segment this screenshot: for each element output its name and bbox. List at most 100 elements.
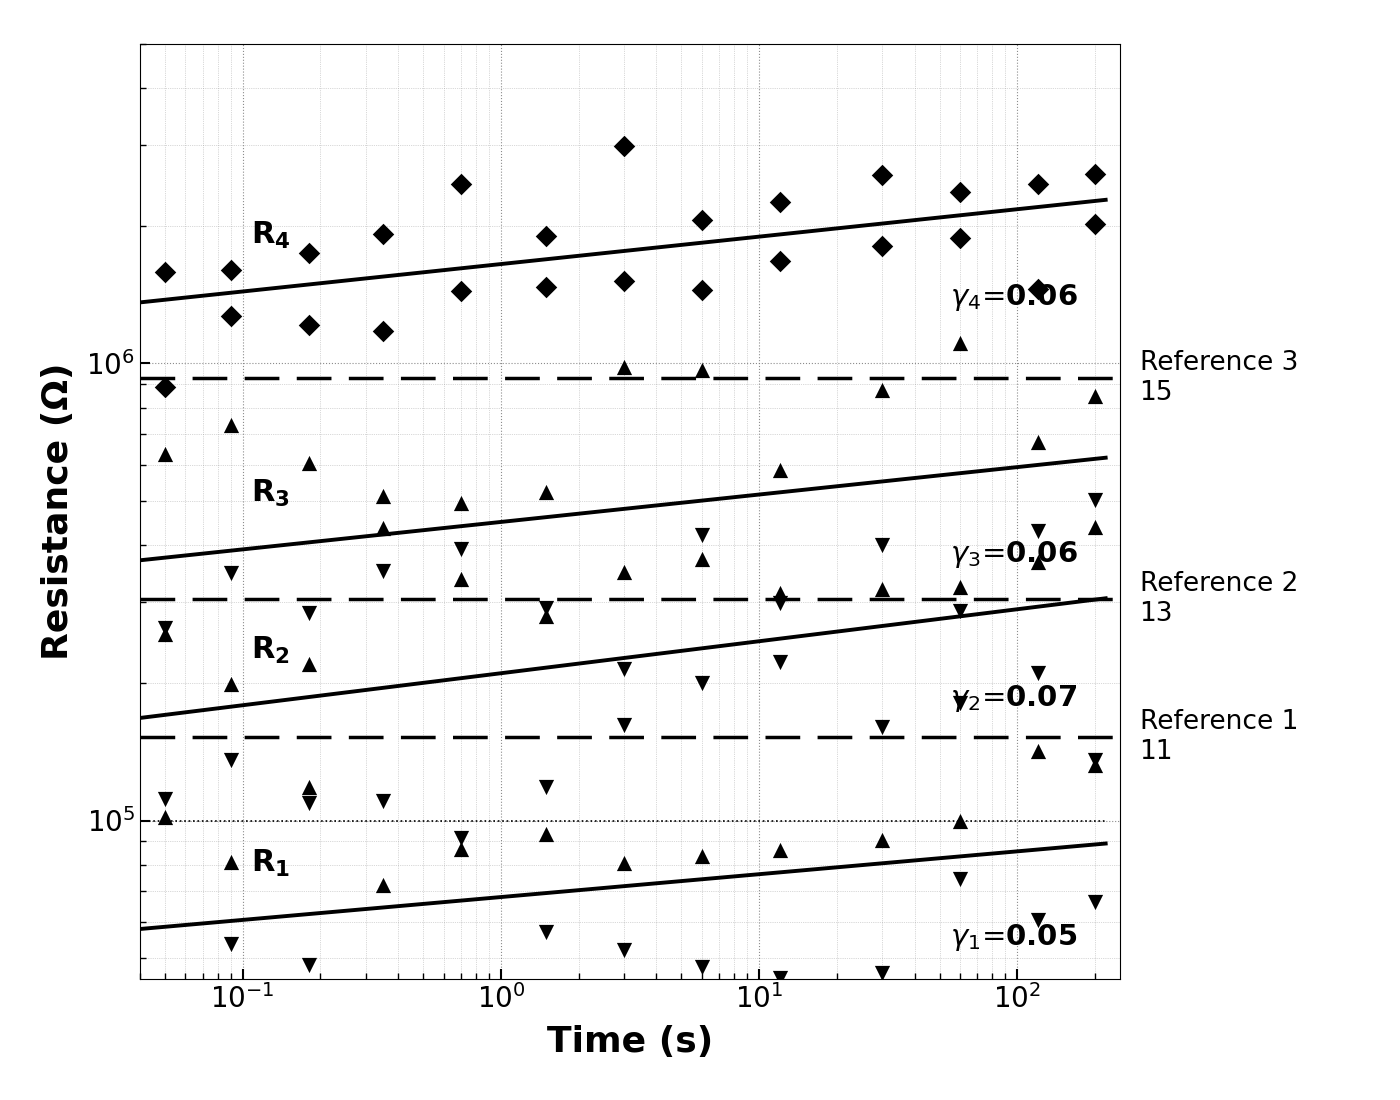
Point [535,778,557,795]
Point [535,923,557,940]
Point [871,718,893,736]
Point [690,958,713,976]
Point [372,519,395,537]
Point [1026,175,1049,192]
Point [220,261,242,278]
Point [769,252,791,270]
Point [220,307,242,324]
Text: $\mathbf{R_{3}}$: $\mathbf{R_{3}}$ [252,477,290,509]
Point [372,876,395,893]
Point [1084,757,1106,774]
Point [949,870,972,888]
Point [613,273,636,290]
Point [449,1008,472,1025]
Point [297,244,319,262]
Point [871,580,893,597]
Text: $\gamma_{1}$=$\mathbf{0.05}$: $\gamma_{1}$=$\mathbf{0.05}$ [951,923,1078,954]
Point [949,694,972,712]
Point [154,1046,176,1064]
Point [613,855,636,872]
Point [1084,491,1106,508]
Point [613,138,636,155]
Point [871,382,893,399]
Point [690,526,713,543]
Point [690,282,713,299]
Point [154,263,176,280]
Point [1026,553,1049,571]
Text: Reference 1
11: Reference 1 11 [1140,710,1298,766]
Point [154,808,176,826]
Point [1026,912,1049,930]
Point [949,812,972,829]
Point [220,854,242,871]
Point [1026,663,1049,681]
Point [372,1020,395,1037]
Point [1026,522,1049,540]
Point [690,362,713,380]
Point [690,550,713,568]
Point [535,598,557,616]
Point [871,166,893,184]
Point [613,716,636,734]
Text: $\mathbf{R_{2}}$: $\mathbf{R_{2}}$ [252,635,290,666]
Text: $\mathbf{R_{4}}$: $\mathbf{R_{4}}$ [252,220,291,251]
Point [769,584,791,602]
Text: $\gamma_{2}$=$\mathbf{0.07}$: $\gamma_{2}$=$\mathbf{0.07}$ [951,683,1077,714]
Point [449,570,472,587]
Point [297,604,319,622]
Point [372,562,395,580]
Point [220,675,242,693]
Point [769,969,791,987]
Point [535,825,557,843]
Point [372,226,395,243]
Point [690,211,713,229]
Point [449,495,472,513]
Point [297,956,319,974]
Point [154,619,176,637]
Point [769,652,791,670]
Point [372,792,395,810]
Point [154,625,176,642]
Point [154,377,176,395]
Point [372,321,395,339]
Point [220,935,242,953]
Point [1084,214,1106,232]
Point [690,674,713,692]
Point [449,829,472,847]
Point [220,751,242,769]
Point [1026,741,1049,759]
Point [690,848,713,866]
Point [297,453,319,471]
Point [297,317,319,334]
Point [949,230,972,248]
Point [449,175,472,192]
Text: Reference 2
13: Reference 2 13 [1140,571,1298,627]
Text: $\gamma_{3}$=$\mathbf{0.06}$: $\gamma_{3}$=$\mathbf{0.06}$ [951,539,1078,571]
Point [613,359,636,376]
Point [949,184,972,201]
Text: $\mathbf{R_{1}}$: $\mathbf{R_{1}}$ [252,848,291,879]
Point [1084,387,1106,405]
Point [1084,518,1106,536]
Point [154,790,176,807]
Point [297,656,319,673]
Point [1026,433,1049,451]
Point [1084,165,1106,183]
Point [449,540,472,558]
Y-axis label: Resistance (Ω): Resistance (Ω) [42,363,76,660]
Point [769,840,791,858]
Point [613,942,636,959]
Text: Reference 3
15: Reference 3 15 [1140,350,1298,406]
Point [1026,280,1049,298]
Point [535,278,557,296]
Point [871,964,893,981]
Point [535,483,557,500]
Point [535,607,557,625]
X-axis label: Time (s): Time (s) [547,1025,713,1059]
Point [220,416,242,433]
Point [297,778,319,795]
Point [949,334,972,352]
Point [372,487,395,505]
Point [449,283,472,300]
Point [871,832,893,849]
